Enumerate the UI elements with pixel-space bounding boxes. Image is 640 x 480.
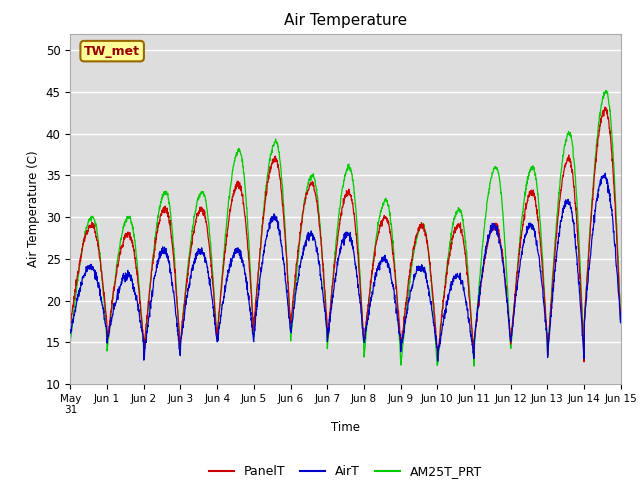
AirT bbox=[568, 213, 576, 219]
PanelT bbox=[220, 261, 228, 266]
X-axis label: Time: Time bbox=[331, 421, 360, 434]
AM25T_PRT bbox=[362, 341, 369, 347]
PanelT bbox=[67, 323, 74, 329]
AirT bbox=[434, 358, 442, 364]
PanelT bbox=[580, 359, 588, 365]
PanelT bbox=[584, 266, 591, 272]
AM25T_PRT bbox=[602, 88, 609, 94]
AirT bbox=[602, 170, 609, 176]
AirT bbox=[67, 331, 74, 336]
Y-axis label: Air Temperature (C): Air Temperature (C) bbox=[28, 151, 40, 267]
AM25T_PRT bbox=[617, 315, 625, 321]
AirT bbox=[506, 331, 513, 336]
AM25T_PRT bbox=[506, 329, 513, 335]
PanelT bbox=[601, 104, 609, 110]
AM25T_PRT bbox=[220, 251, 228, 256]
Title: Air Temperature: Air Temperature bbox=[284, 13, 407, 28]
AirT bbox=[362, 326, 369, 332]
Legend: PanelT, AirT, AM25T_PRT: PanelT, AirT, AM25T_PRT bbox=[204, 460, 488, 480]
PanelT bbox=[506, 326, 513, 332]
AirT bbox=[617, 310, 625, 316]
AM25T_PRT bbox=[568, 142, 576, 147]
AM25T_PRT bbox=[67, 338, 74, 344]
PanelT bbox=[568, 167, 576, 172]
AirT bbox=[584, 281, 591, 287]
Line: AM25T_PRT: AM25T_PRT bbox=[70, 91, 621, 366]
PanelT bbox=[374, 236, 381, 242]
PanelT bbox=[362, 325, 369, 331]
Line: AirT: AirT bbox=[70, 173, 621, 361]
AirT bbox=[220, 293, 228, 299]
AM25T_PRT bbox=[584, 265, 591, 271]
Line: PanelT: PanelT bbox=[70, 107, 621, 362]
AM25T_PRT bbox=[470, 363, 478, 369]
PanelT bbox=[617, 307, 625, 313]
AirT bbox=[374, 267, 381, 273]
Text: TW_met: TW_met bbox=[84, 45, 140, 58]
AM25T_PRT bbox=[374, 228, 381, 234]
